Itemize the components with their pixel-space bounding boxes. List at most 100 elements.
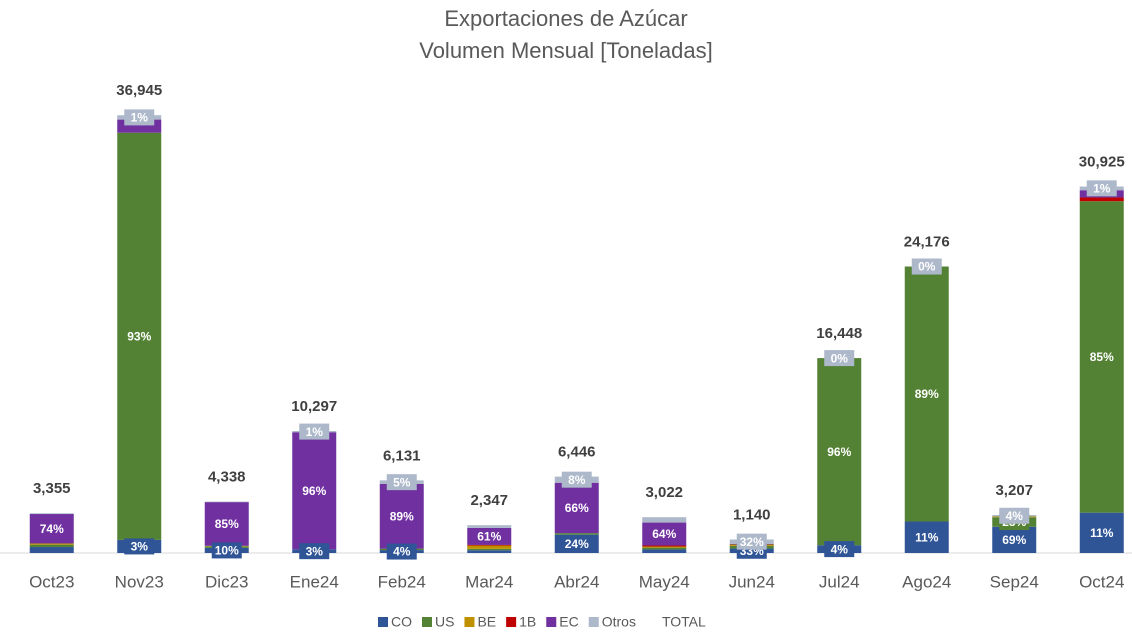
bar-segment <box>467 544 512 546</box>
bar-segment <box>467 525 512 528</box>
legend-swatch <box>422 617 432 627</box>
bar-segment <box>642 545 687 547</box>
label-box <box>911 258 942 275</box>
data-label: 0% <box>918 260 936 274</box>
label-box <box>474 528 505 545</box>
x-tick-label: May24 <box>639 572 690 591</box>
label-box <box>999 507 1030 524</box>
data-label: 5% <box>393 475 411 489</box>
total-label: 30,925 <box>1079 154 1125 171</box>
label-box <box>1086 180 1117 197</box>
data-label: 74% <box>40 522 64 536</box>
bar-segment <box>467 545 512 549</box>
x-tick-label: Ene24 <box>290 572 339 591</box>
legend-swatch <box>506 617 517 627</box>
data-label: 89% <box>915 387 939 401</box>
total-label: 4,338 <box>208 469 246 486</box>
x-tick-label: Feb24 <box>378 572 426 591</box>
bar-segment <box>29 547 74 553</box>
x-tick-label: Ago24 <box>902 572 951 591</box>
x-tick-label: Oct24 <box>1079 572 1124 591</box>
label-box <box>911 386 942 403</box>
label-box <box>911 529 942 546</box>
data-label: 3% <box>306 544 324 558</box>
bar-segment <box>642 549 687 553</box>
bar-segment <box>204 501 249 503</box>
x-tick-label: Nov23 <box>115 572 164 591</box>
total-label: 6,446 <box>558 444 596 461</box>
label-box <box>1086 348 1117 365</box>
x-tick-label: Jul24 <box>819 572 860 591</box>
label-box <box>386 508 417 525</box>
data-label: 96% <box>302 484 326 498</box>
total-label: 2,347 <box>470 492 508 509</box>
data-label: 10% <box>215 544 239 558</box>
data-label: 4% <box>831 542 849 556</box>
data-label: 32% <box>740 535 764 549</box>
x-tick-label: Jun24 <box>729 572 775 591</box>
label-box <box>649 526 680 543</box>
total-label: 3,022 <box>645 484 683 501</box>
data-label: 1% <box>131 111 149 125</box>
legend-swatch <box>546 617 557 627</box>
label-box <box>386 543 417 560</box>
total-label: 3,355 <box>33 480 71 497</box>
data-label: 89% <box>390 509 414 523</box>
label-box <box>124 538 155 555</box>
label-box <box>211 542 242 559</box>
x-tick-label: Dic23 <box>205 572 248 591</box>
bar-segment <box>642 517 687 523</box>
bar-segment <box>554 533 599 535</box>
label-box <box>561 535 592 552</box>
bar-segment <box>29 544 74 548</box>
legend-label: CO <box>391 614 412 630</box>
data-label: 4% <box>1006 509 1024 523</box>
label-box <box>824 541 855 558</box>
label-box <box>561 471 592 488</box>
label-box <box>824 443 855 460</box>
label-box <box>999 531 1030 548</box>
label-box <box>299 482 330 499</box>
legend-label: TOTAL <box>662 614 706 630</box>
label-box <box>1086 524 1117 541</box>
legend-label: US <box>435 614 454 630</box>
data-label: 11% <box>1090 526 1114 540</box>
legend-swatch <box>378 617 388 627</box>
data-label: 1% <box>1093 182 1111 196</box>
data-label: 11% <box>915 530 939 544</box>
x-tick-label: Sep24 <box>990 572 1039 591</box>
x-tick-label: Mar24 <box>465 572 513 591</box>
data-label: 8% <box>568 473 586 487</box>
label-box <box>36 520 67 537</box>
bar-segment <box>642 547 687 550</box>
data-label: 69% <box>1002 533 1026 547</box>
data-label: 0% <box>831 351 849 365</box>
legend-label: BE <box>477 614 496 630</box>
label-box <box>386 474 417 491</box>
data-label: 3% <box>131 540 149 554</box>
bar-segment <box>29 513 74 515</box>
chart-subtitle: Volumen Mensual [Toneladas] <box>419 38 713 63</box>
label-box <box>824 350 855 367</box>
data-label: 61% <box>477 530 501 544</box>
data-label: 66% <box>565 501 589 515</box>
x-tick-label: Oct23 <box>29 572 74 591</box>
total-label: 3,207 <box>995 482 1033 499</box>
label-box <box>211 515 242 532</box>
bar-segment <box>642 546 687 548</box>
data-label: 93% <box>127 329 151 343</box>
data-label: 24% <box>565 537 589 551</box>
chart-title: Exportaciones de Azúcar <box>444 6 687 31</box>
data-label: 64% <box>652 527 676 541</box>
legend-label: Otros <box>602 614 636 630</box>
data-label: 1% <box>306 425 324 439</box>
x-tick-label: Abr24 <box>554 572 599 591</box>
label-box <box>124 109 155 126</box>
label-box <box>124 328 155 345</box>
total-label: 16,448 <box>816 325 862 342</box>
total-label: 24,176 <box>904 233 950 250</box>
legend-label: 1B <box>519 614 536 630</box>
bar-segment <box>467 548 512 551</box>
bar-segment <box>1079 197 1124 202</box>
